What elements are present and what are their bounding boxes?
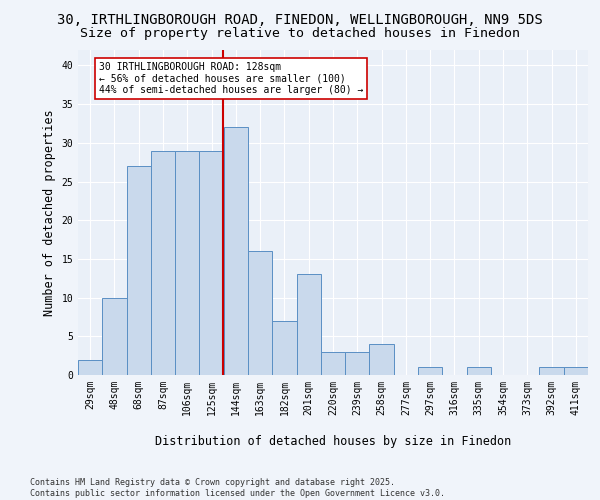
- Bar: [199, 150, 224, 375]
- Text: Contains HM Land Registry data © Crown copyright and database right 2025.
Contai: Contains HM Land Registry data © Crown c…: [30, 478, 445, 498]
- Bar: [175, 150, 199, 375]
- Text: Distribution of detached houses by size in Finedon: Distribution of detached houses by size …: [155, 435, 511, 448]
- Bar: [151, 150, 175, 375]
- Bar: [564, 368, 588, 375]
- Bar: [370, 344, 394, 375]
- Bar: [102, 298, 127, 375]
- Bar: [224, 128, 248, 375]
- Bar: [467, 368, 491, 375]
- Bar: [345, 352, 370, 375]
- Text: 30 IRTHLINGBOROUGH ROAD: 128sqm
← 56% of detached houses are smaller (100)
44% o: 30 IRTHLINGBOROUGH ROAD: 128sqm ← 56% of…: [98, 62, 363, 95]
- Bar: [248, 251, 272, 375]
- Bar: [418, 368, 442, 375]
- Bar: [296, 274, 321, 375]
- Text: Size of property relative to detached houses in Finedon: Size of property relative to detached ho…: [80, 28, 520, 40]
- Bar: [127, 166, 151, 375]
- Bar: [272, 321, 296, 375]
- Text: 30, IRTHLINGBOROUGH ROAD, FINEDON, WELLINGBOROUGH, NN9 5DS: 30, IRTHLINGBOROUGH ROAD, FINEDON, WELLI…: [57, 12, 543, 26]
- Bar: [321, 352, 345, 375]
- Bar: [539, 368, 564, 375]
- Y-axis label: Number of detached properties: Number of detached properties: [43, 109, 56, 316]
- Bar: [78, 360, 102, 375]
